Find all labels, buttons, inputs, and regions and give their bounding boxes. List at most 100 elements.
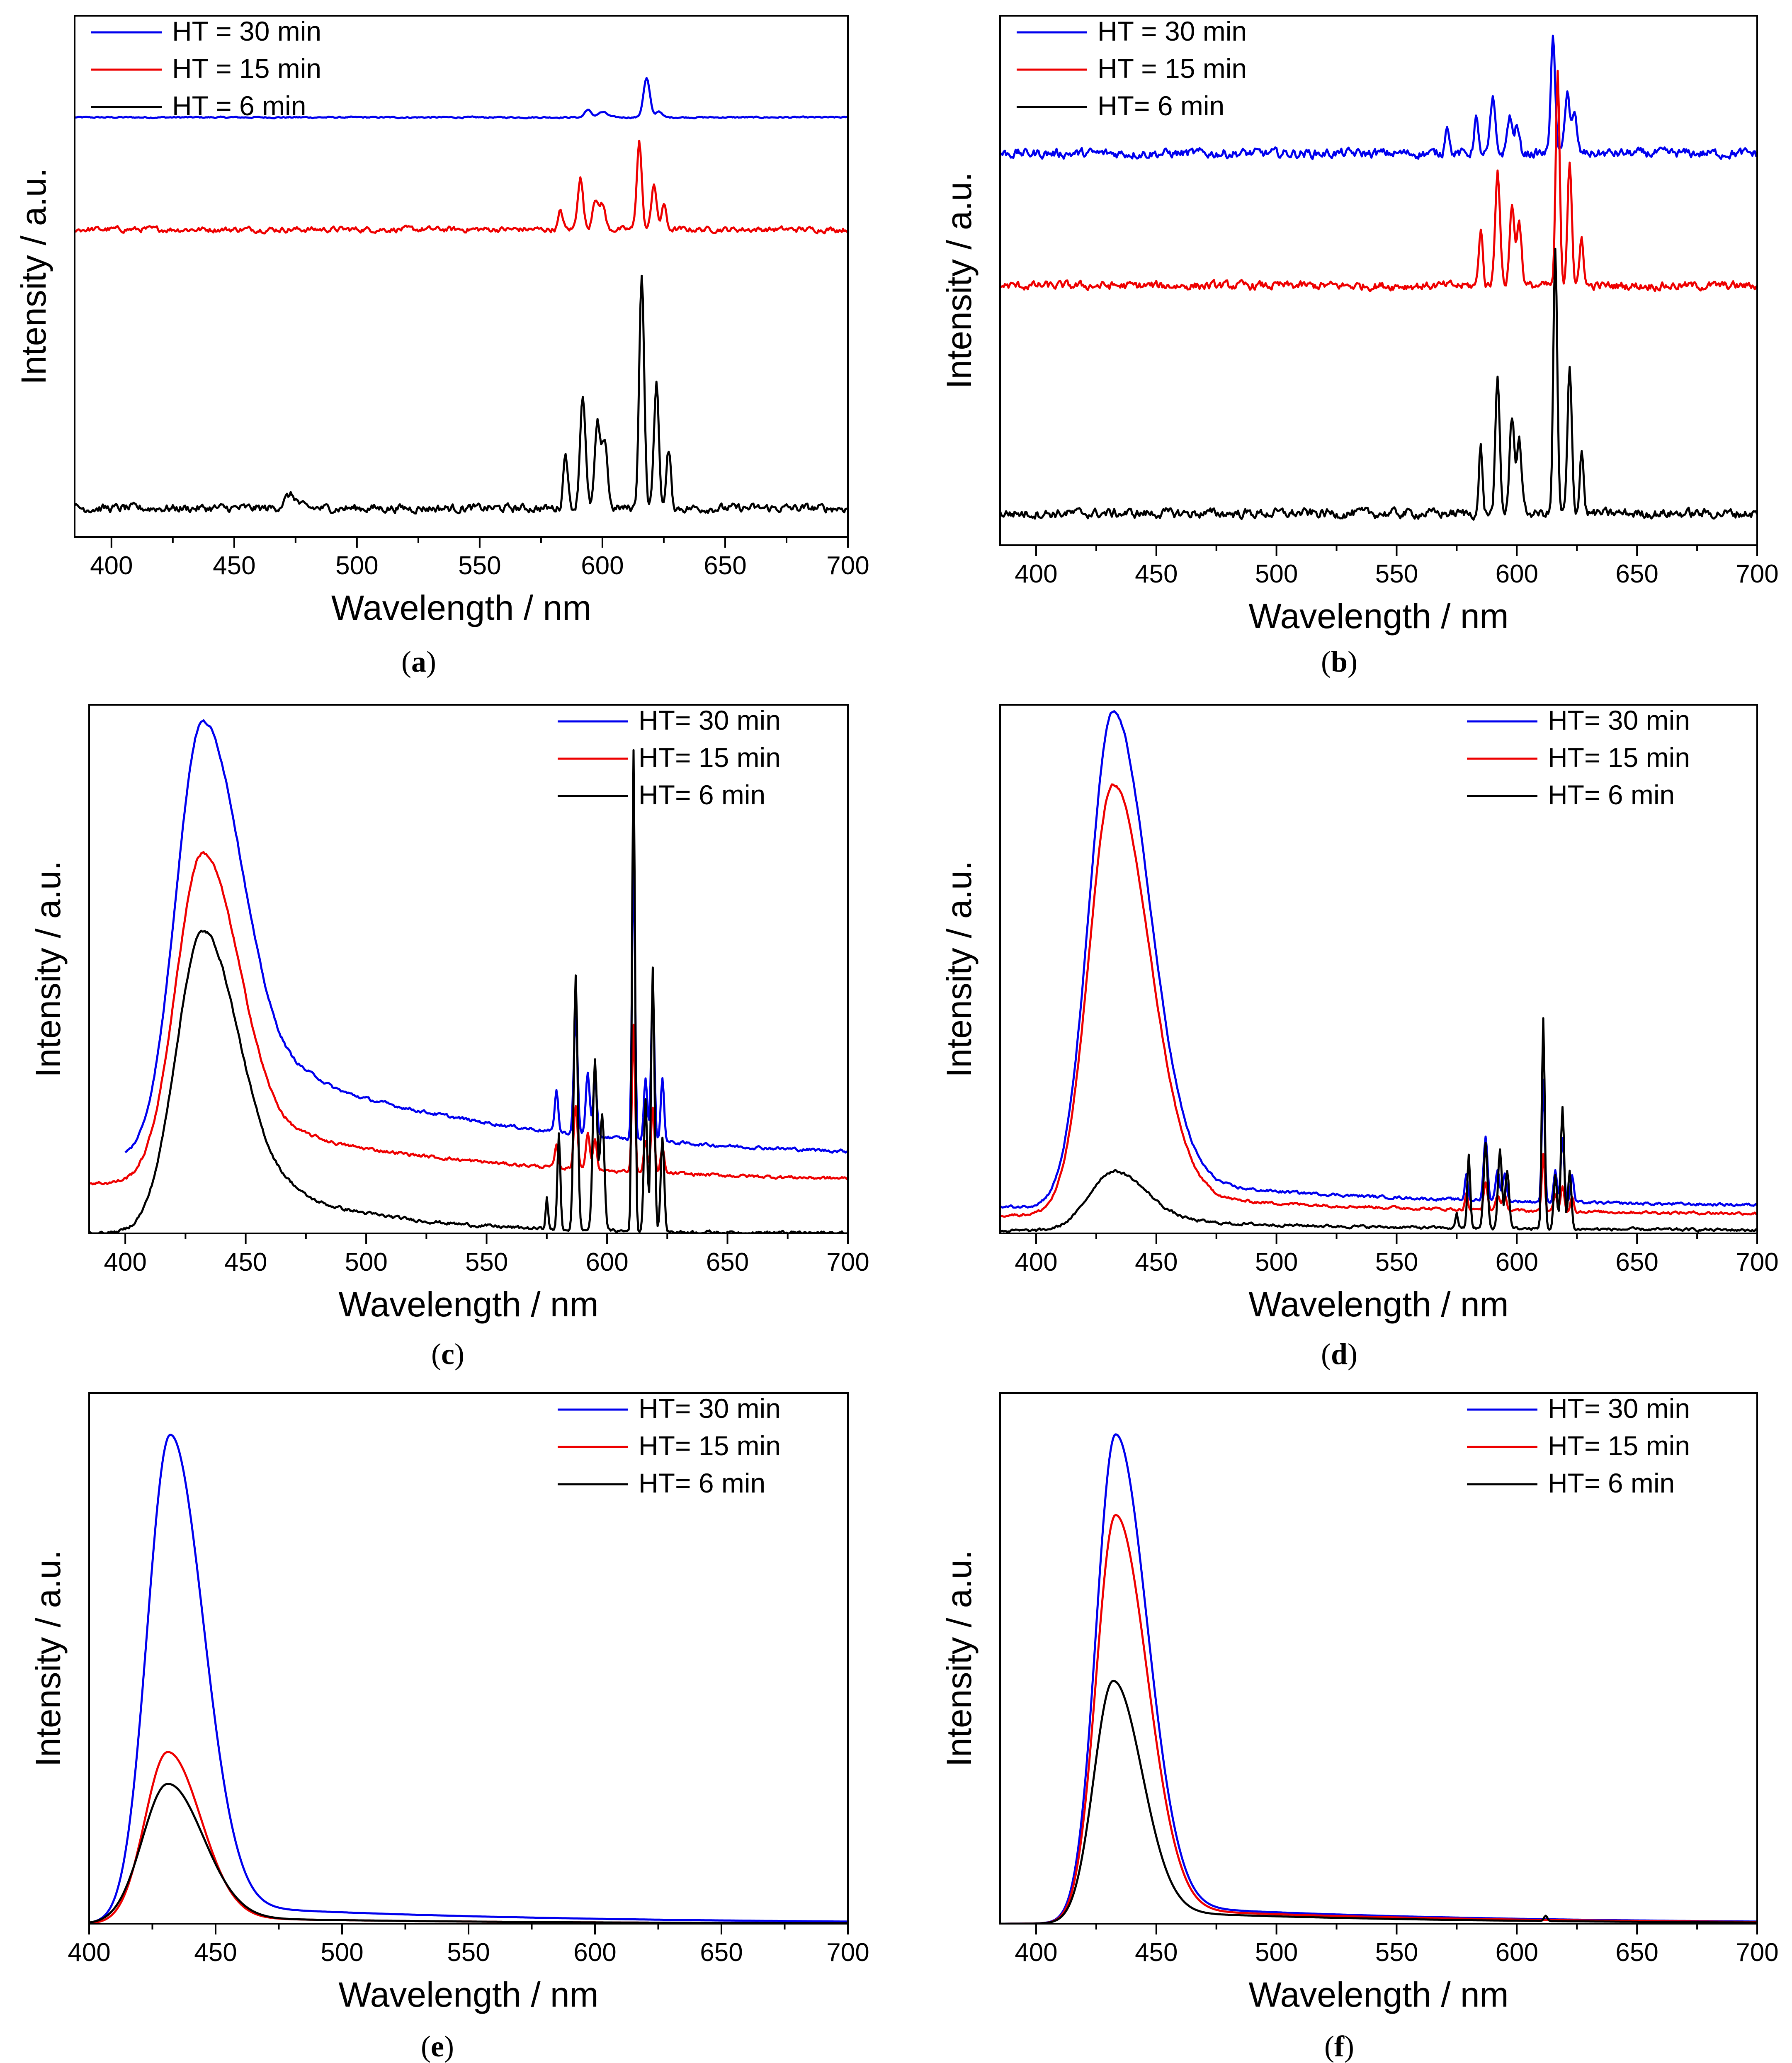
legend: HT = 30 min HT = 15 min HT = 6 min — [91, 16, 321, 121]
chart-panel-f: 400 450 500 550 600 650 700 Wavelength / nm Inte… — [940, 1392, 1779, 2063]
legend-entry: HT= 15 min — [1548, 742, 1690, 773]
x-tick-label: 550 — [458, 551, 501, 580]
y-axis-label: Intensity / a.u. — [14, 168, 53, 385]
x-tick-label: 400 — [1015, 560, 1057, 588]
series-line-black — [89, 1783, 848, 1924]
plot-frame — [999, 704, 1758, 1234]
x-tick-label: 550 — [447, 1938, 490, 1967]
x-tick-label: 700 — [826, 1248, 869, 1277]
panel-label: (d) — [1321, 1337, 1357, 1371]
panel-label: (f) — [1324, 2030, 1354, 2063]
x-tick-label: 450 — [194, 1938, 237, 1967]
x-tick-label: 400 — [104, 1248, 146, 1277]
series-line-black — [75, 274, 848, 515]
x-tick-label: 550 — [1375, 1938, 1418, 1967]
x-tick-label: 600 — [1496, 560, 1538, 588]
series-line-blue — [89, 1434, 848, 1924]
series-line-red — [1000, 70, 1757, 293]
legend-entry: HT = 15 min — [172, 53, 321, 84]
series-line-black — [1000, 1017, 1757, 1233]
x-axis-label: Wavelength / nm — [1248, 1975, 1508, 2014]
x-tick-label: 650 — [706, 1248, 749, 1277]
panel-label: (a) — [401, 645, 436, 678]
x-tick-label: 650 — [1615, 560, 1658, 588]
legend-entry: HT = 15 min — [1098, 53, 1247, 84]
x-tick-label: 700 — [826, 1938, 869, 1967]
chart-panel-e: 400 450 500 550 600 650 700 Wavelength / nm Inte… — [29, 1392, 869, 2063]
legend-entry: HT= 30 min — [1548, 1393, 1690, 1424]
legend: HT= 30 min HT= 15 min HT= 6 min — [558, 705, 781, 810]
x-tick-label: 400 — [1015, 1938, 1057, 1967]
x-axis-label: Wavelength / nm — [331, 588, 591, 627]
x-tick-label: 400 — [1015, 1248, 1057, 1277]
x-tick-label: 450 — [1135, 1938, 1178, 1967]
x-axis-label: Wavelength / nm — [1248, 1285, 1508, 1324]
x-tick-label: 650 — [700, 1938, 743, 1967]
chart-panel-a: 400 450 500 550 600 650 700 Wavelength / nm Inte… — [14, 15, 869, 678]
legend: HT= 30 min HT= 15 min HT= 6 min — [1467, 705, 1690, 810]
legend-entry: HT= 6 min — [1548, 1468, 1675, 1498]
legend: HT= 30 min HT= 15 min HT= 6 min — [1467, 1393, 1690, 1498]
plot-frame — [999, 1392, 1758, 1925]
y-axis-label: Intensity / a.u. — [29, 1550, 68, 1767]
plot-frame — [999, 15, 1758, 546]
series-line-black — [1000, 248, 1757, 521]
x-tick-label: 700 — [1736, 1938, 1778, 1967]
legend-entry: HT = 30 min — [172, 16, 321, 46]
series-line-red — [1000, 1514, 1757, 1924]
y-axis-label: Intensity / a.u. — [940, 861, 979, 1078]
series-line-blue — [124, 719, 848, 1154]
legend-entry: HT = 6 min — [172, 90, 306, 121]
x-tick-label: 600 — [573, 1938, 616, 1967]
x-tick-label: 700 — [826, 551, 869, 580]
x-tick-label: 550 — [465, 1248, 508, 1277]
x-tick-label: 400 — [90, 551, 133, 580]
x-axis-label: Wavelength / nm — [338, 1975, 598, 2014]
x-tick-label: 600 — [1496, 1938, 1538, 1967]
legend-entry: HT= 15 min — [1548, 1430, 1690, 1461]
legend: HT= 30 min HT= 15 min HT= 6 min — [558, 1393, 781, 1498]
x-tick-label: 450 — [224, 1248, 267, 1277]
x-tick-label: 500 — [1255, 560, 1298, 588]
x-tick-label: 450 — [1135, 560, 1178, 588]
x-tick-label: 650 — [704, 551, 746, 580]
x-tick-label: 550 — [1375, 1248, 1418, 1277]
panel-label: (c) — [431, 1337, 464, 1371]
y-axis-label: Intensity / a.u. — [29, 861, 68, 1078]
series-line-black — [1000, 1680, 1757, 1924]
x-tick-label: 650 — [1615, 1938, 1658, 1967]
x-tick-label: 500 — [335, 551, 378, 580]
x-tick-label: 650 — [1615, 1248, 1658, 1277]
panel-label: (e) — [421, 2030, 454, 2063]
legend-entry: HT= 15 min — [639, 1430, 781, 1461]
x-tick-label: 500 — [345, 1248, 387, 1277]
x-tick-label: 600 — [1496, 1248, 1538, 1277]
legend-entry: HT= 6 min — [639, 779, 765, 810]
x-tick-label: 550 — [1375, 560, 1418, 588]
legend: HT = 30 min HT = 15 min HT= 6 min — [1017, 16, 1247, 121]
x-axis-label: Wavelength / nm — [338, 1285, 598, 1324]
series-line-red — [89, 851, 848, 1186]
y-axis-label: Intensity / a.u. — [940, 172, 979, 389]
series-line-blue — [1000, 1433, 1757, 1924]
x-tick-label: 450 — [213, 551, 255, 580]
x-tick-label: 500 — [1255, 1248, 1298, 1277]
x-tick-label: 500 — [321, 1938, 363, 1967]
chart-panel-b: 400 450 500 550 600 650 700 Wavelength / nm Inte… — [940, 15, 1779, 678]
legend-entry: HT= 30 min — [1548, 705, 1690, 735]
series-line-black — [89, 749, 848, 1233]
legend-entry: HT= 30 min — [639, 705, 781, 735]
series-line-blue — [1000, 710, 1757, 1209]
panel-label: (b) — [1321, 645, 1357, 678]
series-line-red — [75, 139, 848, 235]
x-axis-label: Wavelength / nm — [1248, 597, 1508, 636]
x-tick-label: 400 — [68, 1938, 110, 1967]
x-tick-label: 700 — [1736, 1248, 1778, 1277]
legend-entry: HT= 30 min — [639, 1393, 781, 1424]
series-line-blue — [1000, 34, 1757, 160]
legend-entry: HT = 30 min — [1098, 16, 1247, 46]
series-line-red — [1000, 783, 1757, 1218]
legend-entry: HT= 15 min — [639, 742, 781, 773]
legend-entry: HT= 6 min — [639, 1468, 765, 1498]
